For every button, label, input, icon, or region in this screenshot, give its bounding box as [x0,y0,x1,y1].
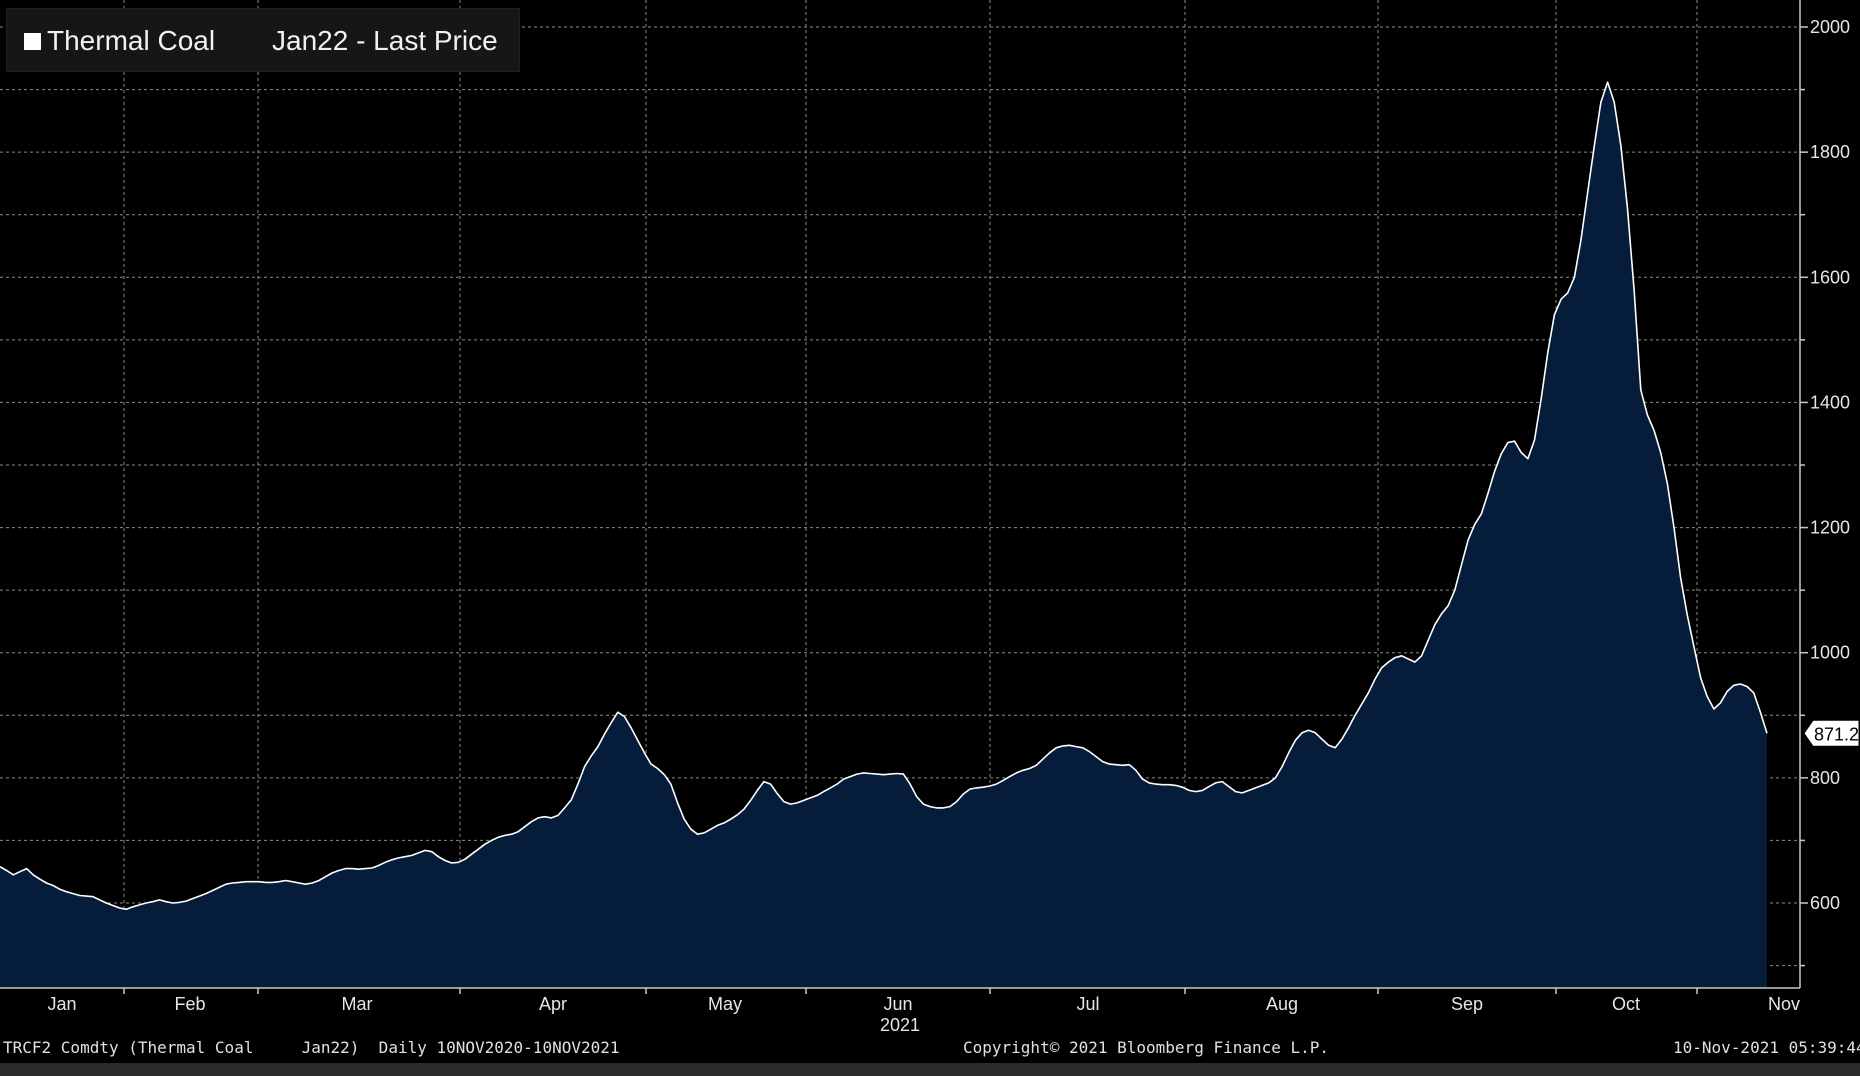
last-value-flag-shape [1803,719,1860,747]
data-layer [0,81,1768,989]
legend-series-name: Thermal Coal [47,25,216,56]
tick-labels: 600 800 1000 1200 1400 1600 1800 2000 Jan Feb Mar A… [47,17,1860,1035]
series-area-fill [0,82,1767,989]
x-tick-label: Oct [1612,994,1640,1014]
bottom-strip [0,1063,1860,1076]
legend-series-description: Jan22 - Last Price [272,25,498,56]
last-value-label: 871.2 [1814,724,1859,744]
y-tick-label: 600 [1810,893,1840,913]
x-tick-label: May [708,994,742,1014]
series-line [0,81,1768,911]
axes [0,0,1808,994]
legend-swatch [24,33,41,50]
x-tick-label: Jan [47,994,76,1014]
x-tick-label: Feb [174,994,205,1014]
y-tick-label: 2000 [1810,17,1850,37]
x-tick-label: Apr [539,994,567,1014]
legend: Thermal Coal Jan22 - Last Price [6,8,520,72]
footer-copyright: Copyright© 2021 Bloomberg Finance L.P. [963,1038,1330,1057]
y-tick-label: 1800 [1810,142,1850,162]
x-tick-label: Jul [1076,994,1099,1014]
y-tick-label: 1600 [1810,267,1850,287]
x-tick-label: Sep [1451,994,1483,1014]
x-tick-label: Nov [1768,994,1800,1014]
x-tick-label: Mar [342,994,373,1014]
x-tick-label: Jun [883,994,912,1014]
x-tick-label: Aug [1266,994,1298,1014]
y-tick-label: 1200 [1810,518,1850,538]
y-tick-label: 800 [1810,768,1840,788]
x-axis-year-label: 2021 [880,1015,920,1035]
footer-ticker-info: TRCF2 Comdty (Thermal Coal Jan22) Daily … [3,1038,620,1057]
y-tick-label: 1000 [1810,643,1850,663]
footer-timestamp: 10-Nov-2021 05:39:44 [1673,1038,1860,1057]
last-value-flag: 871.2 [1803,719,1860,747]
y-tick-label: 1400 [1810,392,1850,412]
